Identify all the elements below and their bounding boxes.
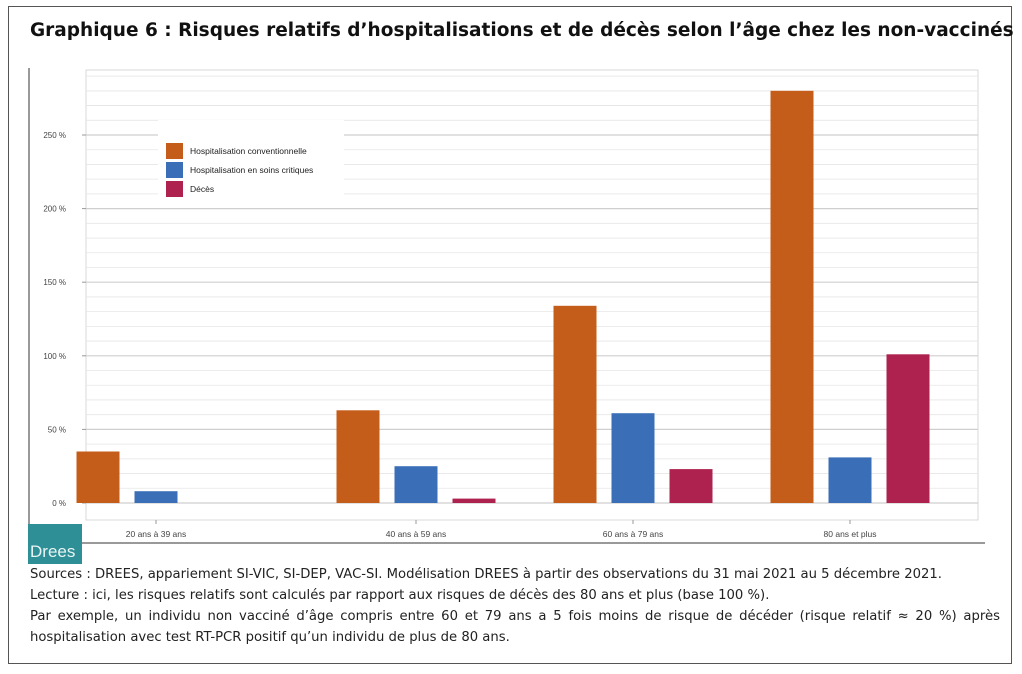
bar-3-4	[886, 354, 930, 503]
bar-1-2	[336, 410, 380, 503]
x-tick-label: 20 ans à 39 ans	[126, 529, 187, 539]
chart-title: Graphique 6 : Risques relatifs d’hospita…	[30, 20, 1014, 41]
sources-note: Sources : DREES, appariement SI-VIC, SI-…	[30, 567, 942, 582]
drees-logo-text: Drees	[30, 542, 76, 561]
legend-label: Hospitalisation conventionnelle	[190, 146, 307, 156]
legend-label: Décès	[190, 184, 214, 194]
bar-chart: 0 % 50 % 100 % 150 % 200 % 250 % 20 ans à 39 a…	[28, 68, 985, 544]
y-tick-label: 250 %	[43, 131, 66, 140]
y-tick-label: 150 %	[43, 278, 66, 287]
legend-swatch	[166, 181, 183, 197]
bar-3-2	[452, 498, 496, 503]
chart-notes: Sources : DREES, appariement SI-VIC, SI-…	[30, 564, 1000, 648]
bar-3-3	[669, 469, 713, 503]
bar-1-4	[770, 90, 814, 504]
example-note: Par exemple, un individu non vacciné d’â…	[30, 609, 1000, 645]
y-tick-label: 50 %	[48, 425, 66, 434]
drees-logo: Drees	[28, 524, 82, 564]
bar-2-1	[134, 491, 178, 503]
y-tick-label: 200 %	[43, 205, 66, 214]
bar-1-3	[553, 305, 597, 503]
bar-2-2	[394, 466, 438, 503]
figure-frame	[8, 6, 1012, 664]
lecture-note: Lecture : ici, les risques relatifs sont…	[30, 588, 770, 603]
legend-label: Hospitalisation en soins critiques	[190, 165, 313, 175]
bar-2-4	[828, 457, 872, 503]
x-tick-label: 80 ans et plus	[824, 529, 877, 539]
x-tick-label: 40 ans à 59 ans	[386, 529, 447, 539]
legend-swatch	[166, 162, 183, 178]
y-tick-label: 0 %	[52, 499, 66, 508]
bar-2-3	[611, 413, 655, 503]
legend-swatch	[166, 143, 183, 159]
x-tick-label: 60 ans à 79 ans	[603, 529, 664, 539]
bar-1-1	[76, 451, 120, 503]
y-tick-label: 100 %	[43, 352, 66, 361]
legend-box	[158, 120, 344, 204]
